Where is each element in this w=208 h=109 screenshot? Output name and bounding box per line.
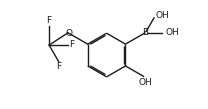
Text: F: F [56,62,61,71]
Text: F: F [46,16,52,25]
Text: B: B [142,28,149,37]
Text: OH: OH [166,28,179,37]
Text: F: F [69,40,74,49]
Text: OH: OH [139,77,152,87]
Text: OH: OH [156,11,169,20]
Text: O: O [66,29,73,38]
